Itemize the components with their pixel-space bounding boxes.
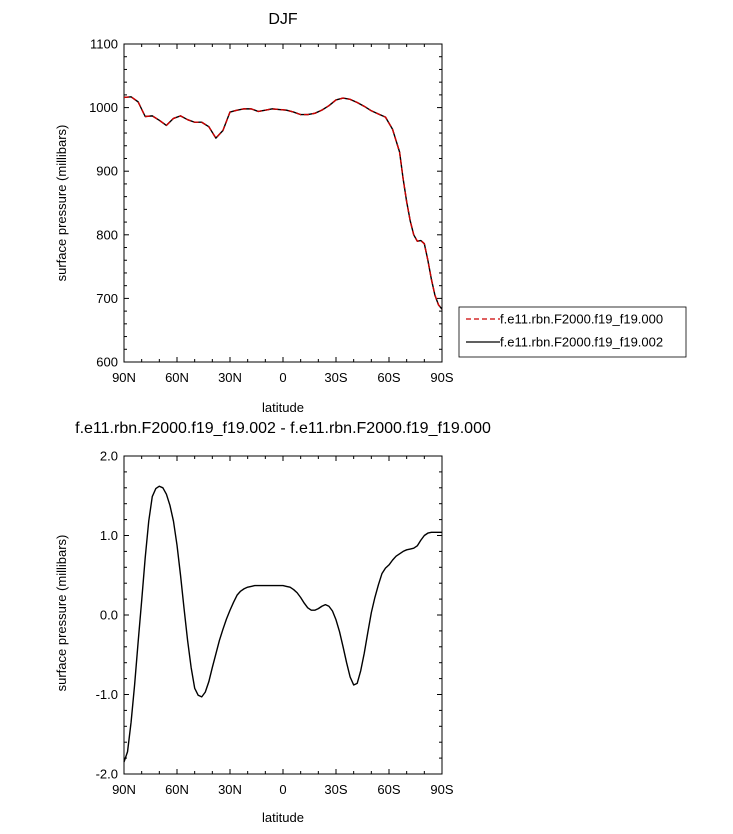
y-tick-label: -1.0 xyxy=(96,687,118,702)
plot-frame xyxy=(123,43,443,363)
y-tick-label: 1100 xyxy=(90,37,118,52)
y-tick-label: 900 xyxy=(96,164,118,179)
x-tick-label: 60S xyxy=(377,370,400,385)
y-tick-label: 1.0 xyxy=(100,528,118,543)
chart-title: f.e11.rbn.F2000.f19_f19.002 - f.e11.rbn.… xyxy=(75,420,491,437)
y-tick-label: 600 xyxy=(96,355,118,370)
x-tick-label: 60N xyxy=(165,370,189,385)
y-axis-label: surface pressure (millibars) xyxy=(54,125,69,282)
x-tick-label: 90N xyxy=(112,782,136,797)
series-line-1 xyxy=(123,96,443,310)
y-tick-label: -2.0 xyxy=(96,767,118,782)
x-tick-label: 90N xyxy=(112,370,136,385)
x-axis-label: latitude xyxy=(262,400,304,415)
plot-area: 90N 60N 30N 0 30S 60S 90S 600 700 800 900 1000 1100 xyxy=(89,37,454,386)
y-tick-label: 800 xyxy=(96,227,118,242)
x-tick-label: 30N xyxy=(218,370,242,385)
x-axis-label: latitude xyxy=(262,810,304,825)
y-tick-label: 0.0 xyxy=(100,608,118,623)
x-tick-label: 30N xyxy=(218,782,242,797)
x-tick-label: 60N xyxy=(165,782,189,797)
legend-label-series-2: f.e11.rbn.F2000.f19_f19.002 xyxy=(500,335,663,350)
y-tick-label: 2.0 xyxy=(100,449,118,464)
legend-box xyxy=(458,306,687,358)
plot-frame xyxy=(123,455,443,775)
chart-title: DJF xyxy=(268,11,298,28)
legend: f.e11.rbn.F2000.f19_f19.000 f.e11.rbn.F2… xyxy=(458,306,687,358)
series-line-1 xyxy=(123,485,442,763)
panel-surface-pressure: DJF 90N 60N 30N 0 30S 60S 90S 600 700 800 900 1000 1… xyxy=(54,11,687,415)
x-tick-label: 90S xyxy=(430,370,453,385)
y-tick-label: 1000 xyxy=(89,100,118,115)
y-axis-label: surface pressure (millibars) xyxy=(54,535,69,692)
x-tick-label: 0 xyxy=(279,370,286,385)
x-tick-label: 30S xyxy=(324,370,347,385)
x-tick-label: 0 xyxy=(279,782,286,797)
panel-surface-pressure-difference: f.e11.rbn.F2000.f19_f19.002 - f.e11.rbn.… xyxy=(54,420,491,825)
x-tick-label: 30S xyxy=(324,782,347,797)
legend-label-series-1: f.e11.rbn.F2000.f19_f19.000 xyxy=(500,312,663,327)
plot-area: 90N 60N 30N 0 30S 60S 90S -2.0 -1.0 0.0 1.0 2.0 xyxy=(96,449,454,798)
series-line-2 xyxy=(123,96,443,310)
x-tick-label: 60S xyxy=(377,782,400,797)
y-tick-label: 700 xyxy=(96,291,118,306)
x-tick-label: 90S xyxy=(430,782,453,797)
